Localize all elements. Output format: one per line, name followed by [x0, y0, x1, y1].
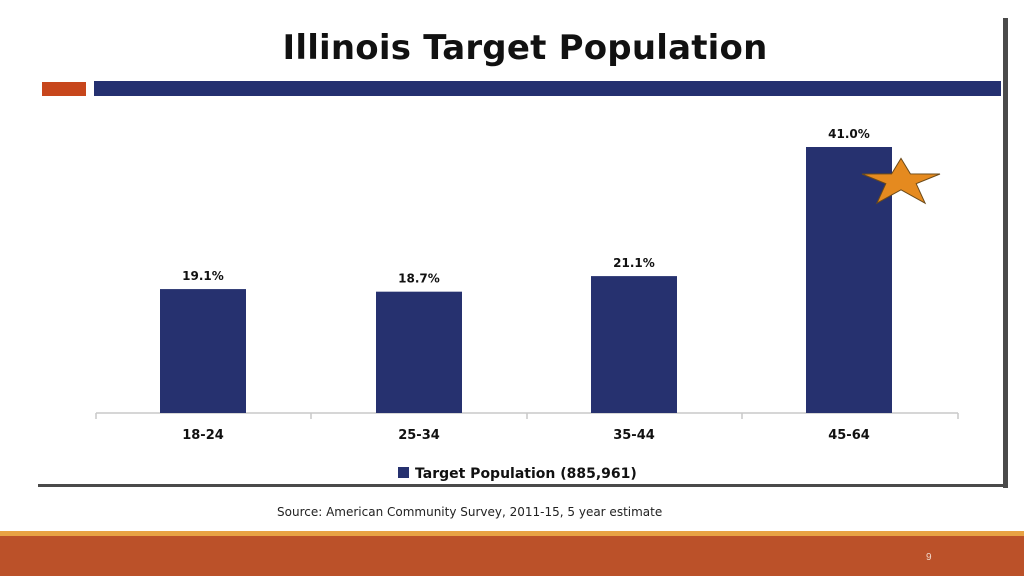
legend-label: Target Population (885,961) [415, 466, 637, 482]
data-label: 21.1% [613, 256, 655, 270]
legend-swatch [398, 467, 409, 478]
source-note: Source: American Community Survey, 2011-… [277, 505, 663, 519]
title-accent-block [42, 82, 86, 96]
bar-chart: 19.1% 18-24 18.7% 25-34 21.1% 35-44 41.0% 45-64… [95, 127, 959, 482]
data-label: 41.0% [828, 127, 870, 141]
star-icon [861, 157, 941, 205]
slide-frame-bottom [38, 484, 1008, 487]
title-underline-bar [94, 81, 1001, 96]
data-label: 19.1% [182, 269, 224, 283]
data-label: 18.7% [398, 272, 440, 286]
bar-35-44 [591, 276, 677, 413]
x-tick-label: 45-64 [828, 428, 870, 443]
slide-title: Illinois Target Population [282, 28, 768, 68]
bar-45-64 [806, 147, 892, 413]
slide-frame-right [1003, 18, 1008, 488]
x-tick-label: 18-24 [182, 428, 224, 443]
x-tick-label: 35-44 [613, 428, 655, 443]
bar-25-34 [376, 291, 462, 413]
footer-accent-line [0, 531, 1024, 536]
bar-18-24 [160, 289, 246, 413]
x-tick-label: 25-34 [398, 428, 440, 443]
footer-bar [0, 536, 1024, 576]
page-number: 9 [926, 552, 932, 563]
